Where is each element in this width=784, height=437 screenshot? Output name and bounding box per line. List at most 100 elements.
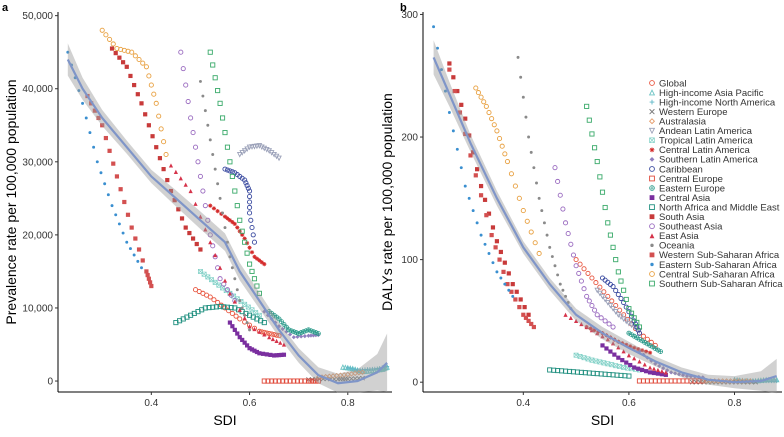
data-point (274, 332, 280, 338)
data-point (615, 291, 621, 298)
legend-label: Southern Latin America (659, 155, 758, 166)
data-point (168, 188, 174, 194)
data-point (475, 167, 480, 172)
data-point (227, 159, 233, 165)
data-point (561, 288, 565, 292)
data-point (628, 313, 635, 319)
data-point (315, 378, 321, 384)
data-point (210, 62, 216, 68)
data-point (301, 329, 307, 335)
data-point (146, 276, 151, 281)
data-point (589, 131, 595, 137)
data-point (178, 49, 184, 55)
data-point (237, 217, 243, 223)
legend-marker (649, 214, 655, 220)
data-point (114, 213, 118, 217)
data-point (254, 143, 260, 150)
data-point (631, 315, 637, 321)
legend-marker (649, 157, 655, 162)
data-point (624, 360, 629, 365)
data-point (140, 266, 143, 270)
data-point (283, 324, 289, 330)
data-point (620, 358, 625, 363)
data-point (481, 99, 487, 105)
data-point (455, 147, 459, 151)
data-point (165, 177, 170, 183)
legend-item: Central Latin America (649, 145, 751, 156)
data-point (251, 239, 258, 245)
data-point (586, 117, 592, 123)
data-point (636, 324, 643, 330)
data-point (440, 68, 443, 72)
data-point (499, 143, 505, 149)
data-point (179, 216, 185, 221)
data-point (612, 309, 619, 315)
data-point (247, 210, 253, 216)
data-point (570, 252, 577, 258)
data-point (550, 255, 554, 259)
legend-item: East Asia (649, 231, 699, 242)
series-southeast-asia (552, 165, 616, 330)
y-axis-title: Prevalence rate per 100,000 population (3, 79, 19, 324)
data-point (512, 183, 518, 189)
data-point (276, 333, 282, 339)
series-tropical-latin-america (573, 352, 642, 373)
data-point (568, 241, 574, 247)
data-point (259, 260, 264, 265)
data-point (597, 359, 603, 365)
legend-label: Caribbean (659, 164, 703, 175)
data-point (555, 178, 561, 185)
data-point (310, 329, 316, 335)
data-point (612, 352, 617, 357)
data-point (526, 318, 531, 324)
data-point (261, 378, 267, 384)
data-point (298, 378, 304, 384)
data-point (247, 261, 253, 267)
data-point (109, 46, 115, 51)
data-point (589, 327, 595, 333)
data-point (601, 360, 607, 366)
data-point (242, 236, 247, 241)
series-south-asia (447, 61, 531, 317)
data-point (187, 230, 192, 236)
legend-label: Central Latin America (659, 145, 751, 156)
data-point (224, 304, 231, 310)
data-point (267, 335, 272, 340)
data-point (502, 260, 507, 265)
data-point (487, 252, 491, 255)
data-point (232, 299, 237, 304)
data-point (432, 25, 436, 29)
data-point (586, 298, 592, 304)
data-point (661, 365, 666, 371)
series-eastern-europe (266, 309, 321, 336)
data-point (529, 321, 534, 327)
data-point (153, 100, 159, 106)
data-point (315, 331, 321, 336)
x-tick-label: 0.6 (622, 398, 636, 409)
legend-marker (649, 147, 655, 153)
legend-item: Andean Latin America (648, 126, 753, 137)
data-point (219, 115, 226, 121)
x-axis-title: SDI (213, 412, 236, 428)
data-point (136, 259, 140, 263)
data-point (207, 49, 213, 55)
data-point (281, 342, 287, 347)
data-point (313, 333, 318, 338)
data-point (96, 115, 101, 121)
data-point (502, 151, 508, 157)
data-point (313, 330, 319, 336)
legend-item: Oceania (650, 241, 695, 252)
data-point (594, 287, 601, 294)
data-point (283, 378, 289, 384)
data-point (605, 337, 610, 342)
legend-marker (649, 204, 655, 211)
data-point (475, 221, 479, 225)
data-point (252, 348, 257, 353)
data-point (291, 378, 297, 384)
legend-label: Andean Latin America (659, 126, 753, 137)
data-point (287, 378, 293, 384)
legend-marker (650, 243, 654, 248)
data-point (270, 336, 275, 342)
panel-a-label: a (2, 2, 9, 14)
